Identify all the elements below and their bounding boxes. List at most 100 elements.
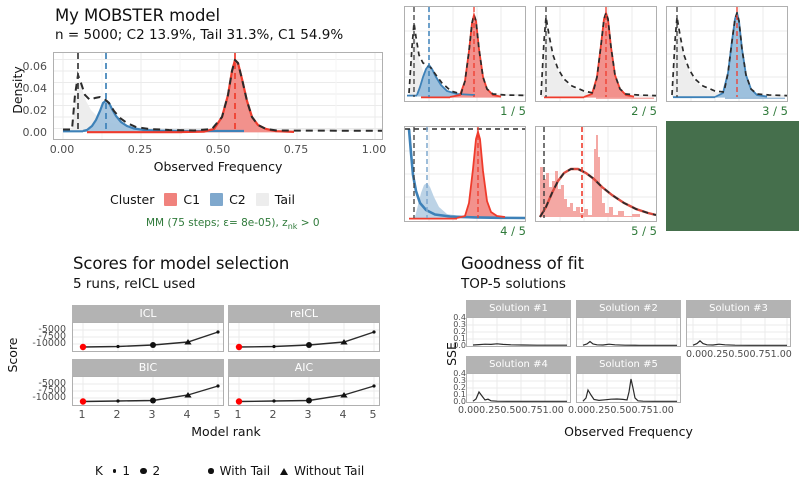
run-panel-label-1: 1 / 5 — [500, 104, 526, 118]
k-legend-label-2: 2 — [152, 464, 161, 478]
scores-aic-point-5[interactable] — [372, 384, 376, 388]
gof-panel-4 — [466, 373, 571, 403]
scores-aic-point-3[interactable] — [306, 397, 312, 404]
empty-runs-cell-block — [666, 121, 799, 231]
gof-2-line — [582, 340, 677, 346]
bottom-legend: K 1 2 With Tail Without Tail — [95, 464, 364, 478]
scores-x-axis-title: Model rank — [191, 424, 261, 439]
scores-aic-best-point[interactable] — [235, 398, 243, 405]
gof-xtick-r1-0: 0.00 — [686, 349, 708, 360]
run-2-svg — [536, 7, 656, 101]
gof-ytick-r1-0: 0.0 — [453, 341, 466, 350]
gof-facet-strip-label-5: Solution #5 — [576, 356, 681, 373]
scores-facet-strip-aic: AIC — [228, 359, 380, 376]
legend-label-c1: C1 — [183, 192, 201, 207]
scores-bic-point-2[interactable] — [116, 399, 120, 403]
run1-c2-area — [417, 65, 475, 97]
gof-xticks-row2-left: 0.000.250.500.751.00 — [458, 405, 564, 416]
fit-caption-tail: > 0 — [297, 217, 320, 229]
gof-ytick-r1-1: 0.1 — [453, 334, 466, 343]
legend-swatch-tail[interactable] — [255, 193, 269, 206]
scores-xtick-r-1: 2 — [269, 408, 277, 421]
k-legend-dot-large[interactable] — [140, 467, 147, 475]
legend-label-c2: C2 — [229, 192, 246, 207]
gof-3-svg — [687, 318, 790, 346]
gof-5-line — [582, 378, 677, 402]
gof-panel-3 — [686, 317, 791, 347]
scores-reicl-best-point[interactable] — [235, 343, 243, 351]
cluster-legend: Cluster C1 C2 Tail — [110, 192, 295, 207]
overall-fit-dashed-line — [63, 58, 382, 132]
gof-ytick-r2-4: 0.4 — [453, 369, 466, 378]
legend-swatch-c2[interactable] — [210, 193, 224, 206]
gof-facet-strip-1: Solution #1 — [466, 300, 571, 317]
scores-ytick-row1-1: -7500 — [38, 331, 66, 342]
k-legend-title: K — [95, 464, 103, 478]
scores-bic-point-4[interactable] — [184, 392, 192, 398]
shape-legend-label-with-tail: With Tail — [219, 464, 271, 478]
scores-bic-svg — [73, 377, 223, 405]
gof-facet-strip-label-4: Solution #4 — [466, 356, 571, 373]
scores-icl-point-2[interactable] — [116, 344, 120, 349]
fit-caption-main: MM (75 steps; ε= 8e-05), z — [146, 217, 288, 229]
scores-xtick-r-3: 4 — [339, 408, 347, 421]
gof-ytick-r2-3: 0.3 — [453, 376, 466, 385]
shape-legend-triangle-icon[interactable] — [280, 467, 289, 475]
gof-xtick-r2r-4: 1.00 — [652, 405, 674, 416]
fit-plot-xtick-0: 0.00 — [49, 143, 75, 156]
scores-facet-strip-label-bic: BIC — [72, 359, 224, 376]
scores-bic-best-point[interactable] — [79, 398, 87, 405]
gof-ytick-r1-3: 0.3 — [453, 320, 466, 329]
run-panel-2 — [535, 6, 657, 102]
shape-legend-circle-icon[interactable] — [208, 468, 214, 474]
run4-c1-area — [457, 132, 505, 219]
run-panel-5 — [535, 126, 657, 222]
scores-icl-point-4[interactable] — [184, 339, 192, 345]
scores-subtitle: 5 runs, reICL used — [73, 276, 196, 292]
gof-xtick-r1-4: 1.00 — [770, 349, 792, 360]
fit-plot-caption: MM (75 steps; ε= 8e-05), znk > 0 — [146, 217, 320, 231]
scores-icl-point-3[interactable] — [150, 342, 156, 348]
scores-panel-bic — [72, 376, 224, 406]
scores-xtick-r-2: 3 — [304, 408, 312, 421]
fit-plot-ytick-0: 0.00 — [22, 126, 48, 139]
gof-1-svg — [467, 318, 570, 346]
run5-histogram — [540, 135, 656, 217]
gof-xtick-r2l-4: 1.00 — [542, 405, 564, 416]
gof-ytick-r1-4: 0.4 — [453, 313, 466, 322]
gof-subtitle: TOP-5 solutions — [461, 276, 566, 292]
run-panel-3 — [666, 6, 788, 102]
run-panel-label-4: 4 / 5 — [500, 224, 526, 238]
scores-bic-point-5[interactable] — [216, 384, 220, 388]
gof-ytick-r2-2: 0.2 — [453, 383, 466, 392]
scores-xtick-l-1: 2 — [113, 408, 121, 421]
gof-xtick-r2l-3: 0.75 — [521, 405, 543, 416]
scores-reicl-point-4[interactable] — [340, 339, 348, 345]
scores-aic-point-4[interactable] — [340, 392, 348, 398]
gof-ytick-r2-1: 0.1 — [453, 390, 466, 399]
run2-fit-line — [540, 10, 656, 97]
fit-plot-xtick-1: 0.25 — [127, 143, 153, 156]
scores-icl-best-point[interactable] — [79, 343, 87, 351]
k-legend-dot-small[interactable] — [112, 469, 117, 473]
scores-ytick-row2-0: -5000 — [38, 378, 66, 389]
scores-bic-point-3[interactable] — [150, 397, 156, 404]
scores-icl-point-5[interactable] — [216, 330, 220, 334]
c1-density-area — [182, 60, 294, 133]
scores-reicl-point-5[interactable] — [372, 330, 376, 334]
gof-facet-strip-5: Solution #5 — [576, 356, 681, 373]
gof-panel-1 — [466, 317, 571, 347]
scores-reicl-point-2[interactable] — [272, 344, 276, 349]
fit-plot-ytick-2: 0.04 — [22, 82, 48, 95]
run-4-svg — [405, 127, 525, 221]
gof-xtick-r1-3: 0.75 — [749, 349, 771, 360]
scores-reicl-point-3[interactable] — [306, 342, 312, 348]
run1-c1-area — [450, 15, 501, 98]
gof-5-svg — [577, 374, 680, 402]
legend-swatch-c1[interactable] — [164, 193, 178, 206]
fit-plot-ytick-1: 0.02 — [22, 104, 48, 117]
scores-aic-point-2[interactable] — [272, 399, 276, 403]
fit-plot-xtick-3: 0.75 — [283, 143, 309, 156]
scores-panel-aic — [228, 376, 380, 406]
run3-fit-line — [671, 9, 787, 97]
